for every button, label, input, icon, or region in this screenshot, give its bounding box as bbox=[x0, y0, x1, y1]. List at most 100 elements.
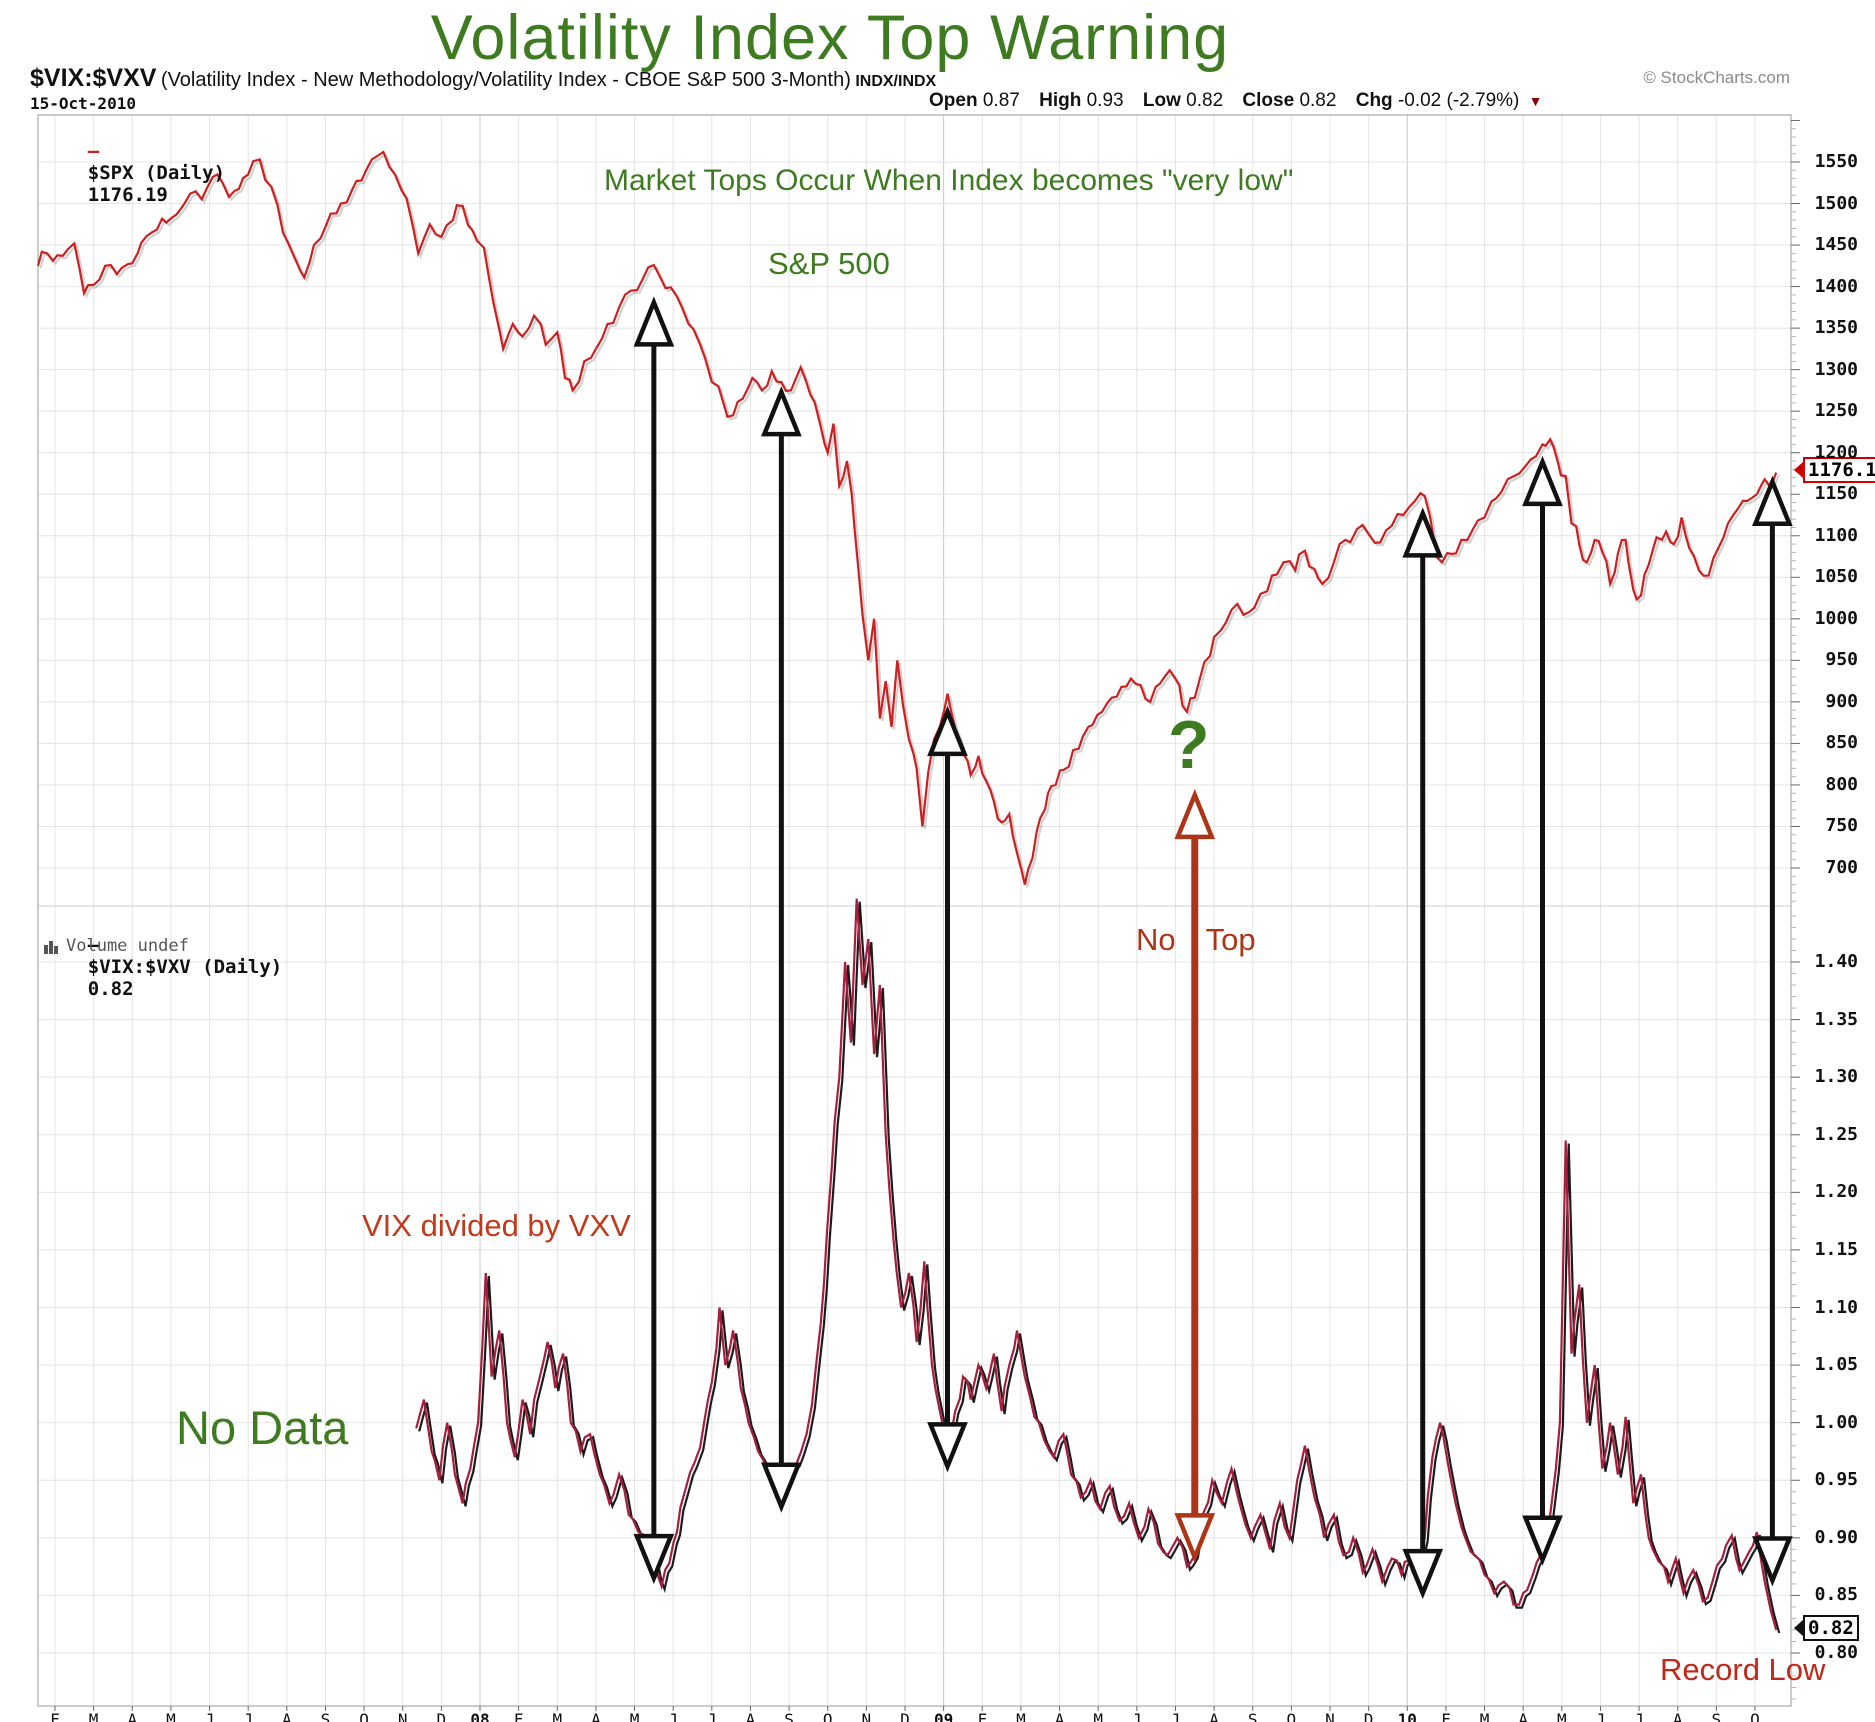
x-axis-month-label: A bbox=[591, 1710, 601, 1722]
x-axis-month-label: N bbox=[1325, 1710, 1335, 1722]
y-axis-tick-label: 1350 bbox=[1814, 317, 1858, 339]
y-axis-tick-label: 0.95 bbox=[1814, 1469, 1858, 1491]
y-axis-tick-label: 1200 bbox=[1814, 441, 1858, 463]
x-axis-month-label: D bbox=[1363, 1710, 1374, 1722]
y-axis-tick-label: 1150 bbox=[1814, 483, 1858, 505]
x-axis-month-label: O bbox=[1750, 1710, 1760, 1722]
y-axis-tick-label: 1.40 bbox=[1814, 951, 1858, 972]
y-axis-tick-label: 800 bbox=[1825, 773, 1858, 795]
ratio-legend-value: 0.82 bbox=[87, 978, 134, 1000]
x-axis-month-label: A bbox=[1518, 1710, 1528, 1722]
x-axis-month-label: M bbox=[1479, 1710, 1490, 1722]
chg-value: -0.02 (-2.79%) bbox=[1397, 90, 1520, 111]
x-axis-month-label: A bbox=[1672, 1710, 1683, 1722]
y-axis-tick-label: 1.05 bbox=[1814, 1354, 1858, 1376]
annotation-no-data: No Data bbox=[176, 1401, 349, 1454]
high-value: 0.93 bbox=[1086, 90, 1124, 111]
annotation-question-mark: ? bbox=[1168, 707, 1210, 783]
low-value: 0.82 bbox=[1186, 90, 1224, 111]
x-axis-month-label: D bbox=[436, 1710, 447, 1722]
x-axis-month-label: A bbox=[1054, 1710, 1065, 1722]
x-axis-month-label: A bbox=[281, 1710, 292, 1722]
x-axis-month-label: J bbox=[204, 1710, 215, 1722]
x-axis-month-label: M bbox=[88, 1710, 99, 1722]
y-axis-tick-label: 1.15 bbox=[1814, 1238, 1858, 1260]
volume-legend: Volume undef bbox=[44, 936, 189, 956]
tag-notch bbox=[1794, 1619, 1803, 1636]
spx-legend-value: 1176.19 bbox=[87, 184, 168, 206]
y-axis-tick-label: 0.80 bbox=[1814, 1642, 1858, 1663]
open-value: 0.87 bbox=[982, 90, 1020, 111]
x-axis-month-label: F bbox=[977, 1710, 988, 1722]
x-axis-month-label: O bbox=[1286, 1710, 1297, 1722]
x-axis-month-label: J bbox=[668, 1710, 678, 1722]
y-axis-tick-label: 850 bbox=[1825, 732, 1858, 754]
copyright-notice: © StockCharts.com bbox=[1643, 68, 1790, 87]
x-axis-month-label: M bbox=[166, 1710, 176, 1722]
ratio-legend-swatch: — bbox=[87, 934, 100, 956]
x-axis-month-label: 08 bbox=[470, 1710, 490, 1722]
open-label: Open bbox=[929, 90, 978, 111]
y-axis-tick-label: 1450 bbox=[1814, 234, 1858, 256]
y-axis-tick-label: 1250 bbox=[1814, 400, 1858, 422]
spx-legend-swatch: — bbox=[87, 140, 100, 162]
annotation-vix-divided-by-vxv: VIX divided by VXV bbox=[362, 1208, 631, 1243]
close-value: 0.82 bbox=[1299, 90, 1337, 111]
x-axis-month-label: S bbox=[320, 1710, 331, 1722]
x-axis-month-label: J bbox=[243, 1710, 253, 1722]
symbol-ticker: $VIX:$VXV bbox=[30, 64, 157, 92]
x-axis-month-label: M bbox=[1556, 1710, 1567, 1722]
x-axis-month-label: S bbox=[1247, 1710, 1258, 1722]
annotation-market-tops: Market Tops Occur When Index becomes "ve… bbox=[604, 164, 1294, 197]
y-axis-tick-label: 950 bbox=[1825, 649, 1858, 671]
symbol-description: (Volatility Index - New Methodology/Vola… bbox=[160, 69, 851, 91]
x-axis-month-label: J bbox=[1595, 1710, 1606, 1722]
tag-notch bbox=[1794, 462, 1803, 479]
y-axis-tick-label: 0.85 bbox=[1814, 1584, 1858, 1606]
x-axis-month-label: M bbox=[1093, 1710, 1103, 1722]
x-axis-month-label: M bbox=[552, 1710, 563, 1722]
x-axis-month-label: 09 bbox=[933, 1710, 954, 1722]
y-axis-tick-label: 0.90 bbox=[1814, 1526, 1858, 1548]
y-axis-tick-label: 700 bbox=[1825, 857, 1858, 878]
volume-legend-label: Volume undef bbox=[66, 936, 189, 956]
x-axis-month-label: J bbox=[706, 1710, 717, 1722]
volume-bars-icon bbox=[44, 940, 58, 954]
annotation-no-top: No Top bbox=[1136, 922, 1256, 957]
x-axis-month-label: O bbox=[359, 1710, 369, 1722]
ohlc-quote-row: Open 0.87 High 0.93 Low 0.82 Close 0.82 … bbox=[915, 90, 1543, 112]
page-title: Volatility Index Top Warning bbox=[430, 3, 1230, 73]
x-axis-month-label: J bbox=[1634, 1710, 1644, 1722]
ratio-price-tag-value: 0.82 bbox=[1803, 1614, 1859, 1641]
x-axis-month-label: N bbox=[861, 1710, 872, 1722]
down-triangle-icon: ▼ bbox=[1528, 93, 1543, 109]
x-axis-month-label: S bbox=[1711, 1710, 1722, 1722]
lower-pane-legend: — $VIX:$VXV (Daily) 0.82 bbox=[42, 912, 282, 1022]
upper-pane-legend: — $SPX (Daily) 1176.19 bbox=[42, 118, 225, 228]
y-axis-tick-label: 750 bbox=[1825, 815, 1858, 837]
annotation-record-low: Record Low bbox=[1660, 1652, 1826, 1687]
x-axis-month-label: F bbox=[50, 1710, 60, 1722]
x-axis-month-label: D bbox=[900, 1710, 910, 1722]
chg-label: Chg bbox=[1355, 90, 1393, 111]
y-axis-tick-label: 1550 bbox=[1814, 151, 1858, 172]
x-axis-month-label: A bbox=[1209, 1710, 1219, 1722]
x-axis-month-label: J bbox=[1131, 1710, 1142, 1722]
y-axis-tick-label: 1.10 bbox=[1814, 1296, 1858, 1318]
x-axis-month-label: S bbox=[784, 1710, 794, 1722]
x-axis-month-label: F bbox=[513, 1710, 524, 1722]
ratio-legend-label: $VIX:$VXV (Daily) bbox=[87, 956, 283, 978]
y-axis-tick-label: 1.25 bbox=[1814, 1123, 1858, 1145]
low-label: Low bbox=[1142, 90, 1181, 111]
spx-price-tag: 1176.19 bbox=[1794, 457, 1875, 484]
y-axis-tick-label: 900 bbox=[1825, 690, 1858, 712]
chart-date: 15-Oct-2010 bbox=[30, 94, 136, 113]
annotation-sp500: S&P 500 bbox=[768, 246, 890, 281]
y-axis-tick-label: 1.00 bbox=[1814, 1411, 1858, 1433]
x-axis-month-label: N bbox=[397, 1710, 408, 1722]
spx-legend-label: $SPX (Daily) bbox=[87, 162, 226, 184]
x-axis-month-label: F bbox=[1441, 1710, 1451, 1722]
x-axis-month-label: O bbox=[822, 1710, 833, 1722]
x-axis-month-label: A bbox=[745, 1710, 756, 1722]
